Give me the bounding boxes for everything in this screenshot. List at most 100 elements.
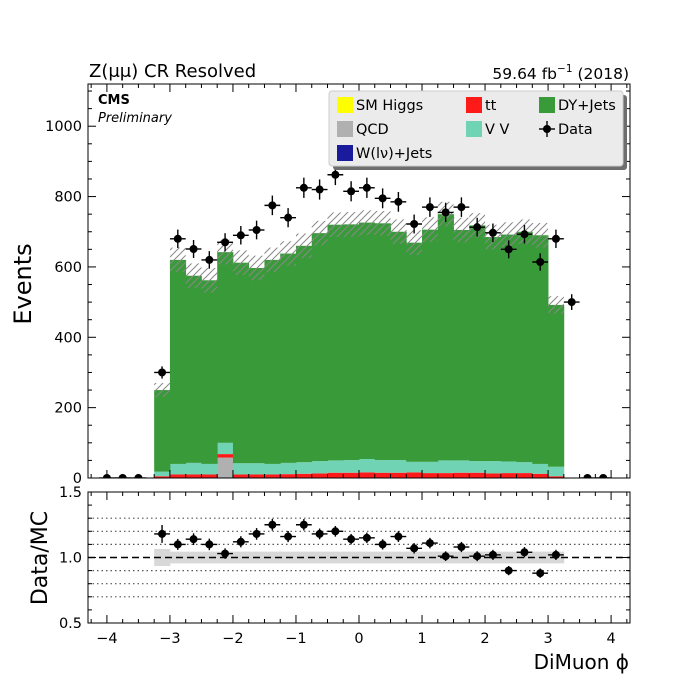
ratio-marker — [536, 569, 545, 578]
data-point — [532, 253, 549, 271]
bar-vv-1 — [169, 463, 187, 475]
ratio-marker — [205, 540, 214, 549]
ratio-point — [217, 548, 233, 559]
bar-dy-jets-9 — [295, 245, 313, 463]
bar-tt-16 — [406, 472, 423, 478]
bar-dy-jets-2 — [185, 275, 202, 463]
bar-dy-jets-19 — [453, 229, 470, 461]
legend-label: SM Higgs — [356, 98, 423, 114]
data-marker — [488, 228, 497, 237]
bar-vv-9 — [295, 462, 313, 474]
data-point — [516, 224, 533, 244]
mc-uncertainty-16 — [406, 230, 423, 255]
ratio-y-tick-label: 1.5 — [59, 485, 82, 501]
bar-dy-jets-25 — [548, 304, 565, 467]
cms-sublabel: Preliminary — [98, 111, 172, 126]
ratio-point — [311, 528, 328, 540]
legend-label: Data — [558, 122, 593, 138]
ratio-point — [516, 547, 533, 558]
cms-label: CMS — [98, 93, 130, 108]
bar-tt-14 — [374, 472, 391, 478]
legend-swatch — [337, 145, 353, 161]
data-marker — [551, 234, 560, 243]
legend-entry-vv: V V — [466, 121, 510, 138]
bar-dy-jets-5 — [232, 262, 250, 464]
y-tick-label: 400 — [54, 330, 82, 346]
ratio-marker — [504, 566, 513, 575]
bar-tt-11 — [327, 472, 344, 478]
ratio-point — [469, 551, 486, 562]
x-tick-label: 0 — [354, 631, 363, 647]
ratio-y-axis-label: Data/MC — [28, 511, 53, 605]
y-axis-label: Events — [9, 243, 37, 324]
bar-dy-jets-6 — [248, 267, 265, 464]
y-tick-label: 600 — [54, 260, 82, 276]
ratio-marker — [441, 552, 450, 561]
plot-title: Z(μμ) CR Resolved — [89, 61, 256, 82]
y-tick-label: 800 — [54, 190, 82, 206]
x-tick-label: 2 — [480, 631, 489, 647]
legend-swatch — [337, 121, 353, 137]
bar-dy-jets-24 — [532, 235, 549, 464]
legend-entry-qcd: QCD — [337, 121, 389, 138]
bar-vv-11 — [327, 460, 344, 473]
ratio-marker — [425, 539, 434, 548]
legend-entry-dy-jets: DY+Jets — [539, 97, 616, 114]
mc-uncertainty-6 — [248, 255, 265, 281]
ratio-point — [422, 537, 438, 549]
data-point — [422, 197, 438, 217]
bar-dy-jets-14 — [374, 223, 391, 461]
ratio-point — [359, 532, 375, 544]
data-marker — [299, 183, 308, 192]
legend-label: W(lν)+Jets — [356, 146, 432, 162]
data-point — [548, 229, 564, 248]
ratio-point — [500, 565, 517, 576]
x-tick-label: −1 — [285, 631, 306, 647]
mc-uncertainty-4 — [217, 239, 233, 265]
bar-dy-jets-21 — [485, 237, 502, 462]
bar-dy-jets-12 — [343, 224, 360, 461]
data-point — [359, 177, 375, 198]
mc-uncertainty-12 — [343, 212, 359, 237]
ratio-point — [264, 518, 281, 531]
bar-tt-23 — [516, 473, 533, 478]
data-point — [437, 202, 454, 223]
legend-label: V V — [485, 122, 510, 138]
mc-uncertainty-5 — [232, 250, 249, 276]
ratio-point — [532, 568, 549, 578]
ratio-band-9 — [295, 551, 313, 564]
bar-dy-jets-8 — [280, 253, 297, 463]
bar-tt-18 — [437, 473, 454, 478]
ratio-point — [248, 528, 265, 540]
data-marker — [362, 183, 371, 192]
mc-uncertainty-1 — [169, 247, 186, 273]
ratio-panel: 0.5 1.0 1.5 −4 −3 −2 −1 0 1 2 3 4 — [59, 485, 631, 647]
bar-vv-16 — [406, 461, 423, 473]
data-marker — [284, 213, 293, 222]
bar-tt-24 — [532, 473, 549, 478]
ratio-band-5 — [232, 551, 250, 564]
mc-uncertainty-24 — [532, 222, 549, 248]
ratio-marker — [457, 543, 466, 552]
y-tick-label: 200 — [54, 401, 82, 417]
ratio-marker — [331, 527, 340, 536]
ratio-marker — [378, 540, 387, 549]
bar-tt-2 — [185, 474, 202, 478]
bar-vv-14 — [374, 460, 391, 473]
bar-dy-jets-7 — [264, 259, 281, 464]
ratio-marker — [362, 533, 371, 542]
ratio-marker — [551, 550, 560, 559]
ratio-band-7 — [264, 551, 281, 564]
ratio-point — [185, 533, 202, 546]
ratio-band-0 — [154, 548, 171, 567]
ratio-band-19 — [453, 551, 470, 564]
bar-tt-4 — [217, 454, 234, 458]
ratio-point — [485, 549, 501, 560]
data-marker — [189, 244, 198, 253]
mc-uncertainty-9 — [295, 233, 312, 259]
bar-vv-7 — [264, 463, 281, 475]
ratio-y-tick-label: 0.5 — [59, 616, 82, 632]
bar-tt-1 — [169, 474, 187, 478]
bar-tt-17 — [422, 473, 439, 478]
ratio-marker — [520, 548, 529, 557]
